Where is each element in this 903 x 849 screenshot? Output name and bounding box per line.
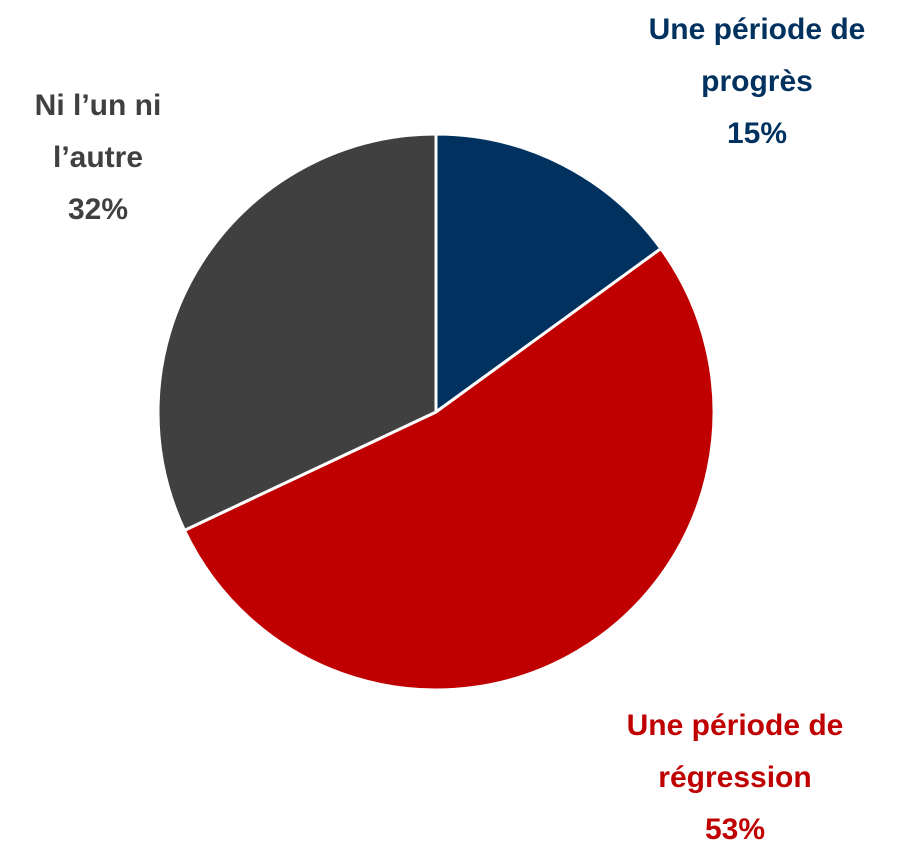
slice-label: Une période de régression 53% xyxy=(590,700,880,849)
pie-slice xyxy=(434,132,663,414)
value-label: 53% xyxy=(704,813,766,846)
slice-label: Une période de progrès 15% xyxy=(617,4,897,160)
category-name: Une période de progrès xyxy=(648,13,866,98)
pie-slice xyxy=(182,247,716,692)
category-name: Une période de régression xyxy=(626,709,844,794)
value-label: 15% xyxy=(726,117,788,150)
slice-label: Ni l’un ni l’autre 32% xyxy=(3,80,193,236)
category-name: Ni l’un ni l’autre xyxy=(34,89,162,174)
pie-slice xyxy=(156,132,438,532)
value-label: 32% xyxy=(67,193,129,226)
